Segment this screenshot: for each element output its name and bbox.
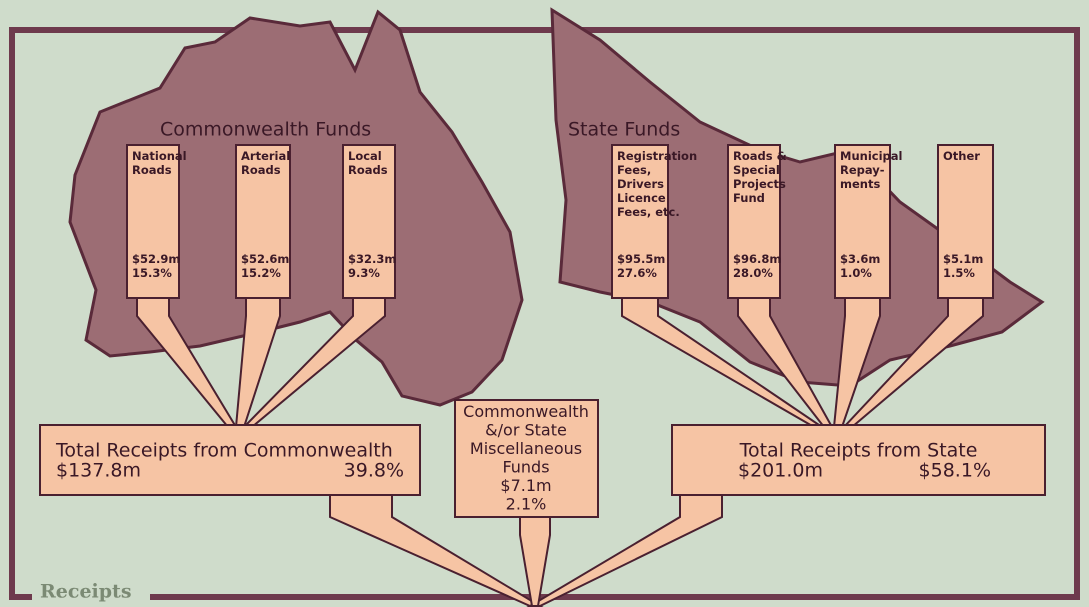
total-amount: $137.8m	[56, 460, 141, 482]
section-title: State Funds	[568, 119, 680, 141]
fund-box	[834, 144, 891, 299]
misc-text: Miscellaneous	[470, 439, 582, 458]
australia-map	[68, 9, 524, 407]
fund-percent: 28.0%	[733, 266, 773, 280]
misc-text: 2.1%	[506, 495, 547, 514]
section-title: Commonwealth Funds	[160, 119, 371, 141]
fund-amount: $96.8m	[733, 252, 781, 266]
fund-percent: 1.0%	[840, 266, 872, 280]
fund-amount: $52.9m	[132, 252, 180, 266]
fund-box	[342, 144, 396, 299]
fund-percent: 15.3%	[132, 266, 172, 280]
fund-label: Fund	[733, 191, 765, 205]
total-box	[671, 424, 1046, 496]
fund-box	[126, 144, 180, 299]
fund-box	[937, 144, 994, 299]
fund-box	[611, 144, 669, 299]
fund-box	[727, 144, 781, 299]
fund-label: Roads	[348, 163, 388, 177]
fund-amount: $5.1m	[943, 252, 983, 266]
fund-label: Municipal	[840, 149, 902, 163]
fund-amount: $3.6m	[840, 252, 880, 266]
total-percent: $58.1%	[919, 460, 991, 482]
fund-label: Fees, etc.	[617, 205, 680, 219]
total-label: Total Receipts from Commonwealth	[55, 440, 393, 462]
fund-label: Roads &	[733, 149, 787, 163]
fund-label: Drivers	[617, 177, 664, 191]
fund-percent: 1.5%	[943, 266, 975, 280]
fund-label: Fees,	[617, 163, 651, 177]
fund-label: Licence	[617, 191, 666, 205]
total-percent: 39.8%	[344, 460, 404, 482]
fund-amount: $32.3m	[348, 252, 396, 266]
total-label: Total Receipts from State	[739, 440, 978, 462]
misc-text: &/or State	[485, 421, 567, 440]
misc-text: Commonwealth	[463, 402, 589, 421]
total-amount: $201.0m	[738, 460, 823, 482]
fund-amount: $52.6m	[241, 252, 289, 266]
fund-label: Projects	[733, 177, 786, 191]
fund-percent: 27.6%	[617, 266, 657, 280]
fund-amount: $95.5m	[617, 252, 665, 266]
footer-gap	[32, 586, 150, 607]
fund-percent: 15.2%	[241, 266, 281, 280]
fund-label: ments	[840, 177, 880, 191]
fund-label: Special	[733, 163, 780, 177]
fund-label: Other	[943, 149, 980, 163]
misc-box	[454, 399, 599, 518]
fund-label: National	[132, 149, 187, 163]
fund-label: Repay-	[840, 163, 885, 177]
fund-label: Arterial	[241, 149, 290, 163]
misc-text: $7.1m	[500, 476, 551, 495]
fund-percent: 9.3%	[348, 266, 380, 280]
fund-label: Roads	[132, 163, 172, 177]
fund-box	[235, 144, 291, 299]
footer-title: Receipts	[40, 581, 132, 603]
misc-text: Funds	[502, 458, 549, 477]
fund-label: Registration	[617, 149, 697, 163]
total-box	[39, 424, 421, 496]
fund-label: Roads	[241, 163, 281, 177]
fund-label: Local	[348, 149, 382, 163]
